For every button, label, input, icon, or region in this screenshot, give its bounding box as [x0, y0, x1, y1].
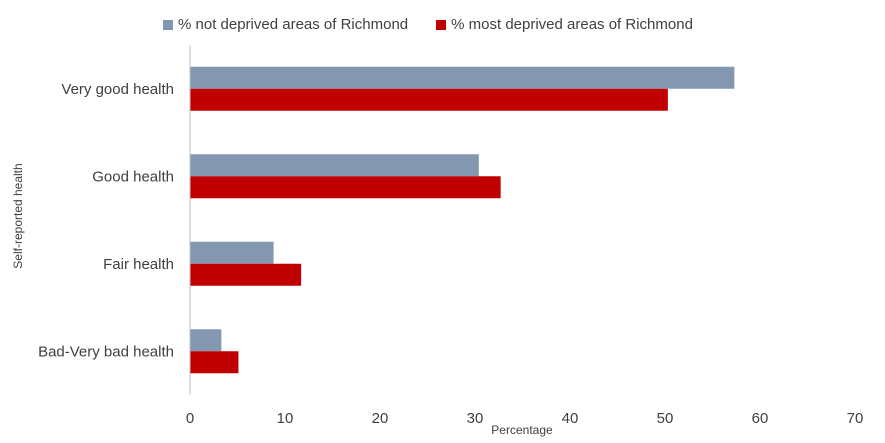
- y-tick-label: Bad-Very bad health: [38, 343, 174, 360]
- x-tick-label: 30: [467, 410, 484, 427]
- legend-swatch-not-deprived: [163, 19, 173, 30]
- bar-most-deprived-0: [190, 88, 668, 111]
- x-tick-label: 10: [277, 410, 294, 427]
- bar-not-deprived-1: [190, 154, 479, 177]
- y-tick-label: Very good health: [61, 81, 174, 98]
- bar-not-deprived-2: [190, 241, 274, 264]
- legend: % not deprived areas of Richmond % most …: [163, 16, 693, 33]
- x-tick-label: 20: [372, 410, 389, 427]
- bar-most-deprived-3: [190, 351, 239, 374]
- legend-swatch-most-deprived: [436, 19, 447, 30]
- x-tick-label: 40: [562, 410, 579, 427]
- x-axis-title: Percentage: [491, 423, 553, 437]
- legend-label-not-deprived: % not deprived areas of Richmond: [178, 16, 409, 33]
- legend-item-most-deprived: % most deprived areas of Richmond: [436, 16, 693, 33]
- x-tick-label: 0: [186, 410, 194, 427]
- bar-not-deprived-3: [190, 329, 222, 352]
- legend-item-not-deprived: % not deprived areas of Richmond: [163, 16, 408, 33]
- x-tick-label: 50: [657, 410, 674, 427]
- y-tick-label: Fair health: [103, 256, 174, 273]
- legend-label-most-deprived: % most deprived areas of Richmond: [451, 16, 693, 33]
- y-tick-label: Good health: [92, 168, 174, 185]
- bar-most-deprived-2: [190, 263, 302, 286]
- bar-most-deprived-1: [190, 176, 501, 199]
- x-tick-label: 60: [752, 410, 769, 427]
- bar-not-deprived-0: [190, 66, 735, 89]
- x-tick-label: 70: [847, 410, 864, 427]
